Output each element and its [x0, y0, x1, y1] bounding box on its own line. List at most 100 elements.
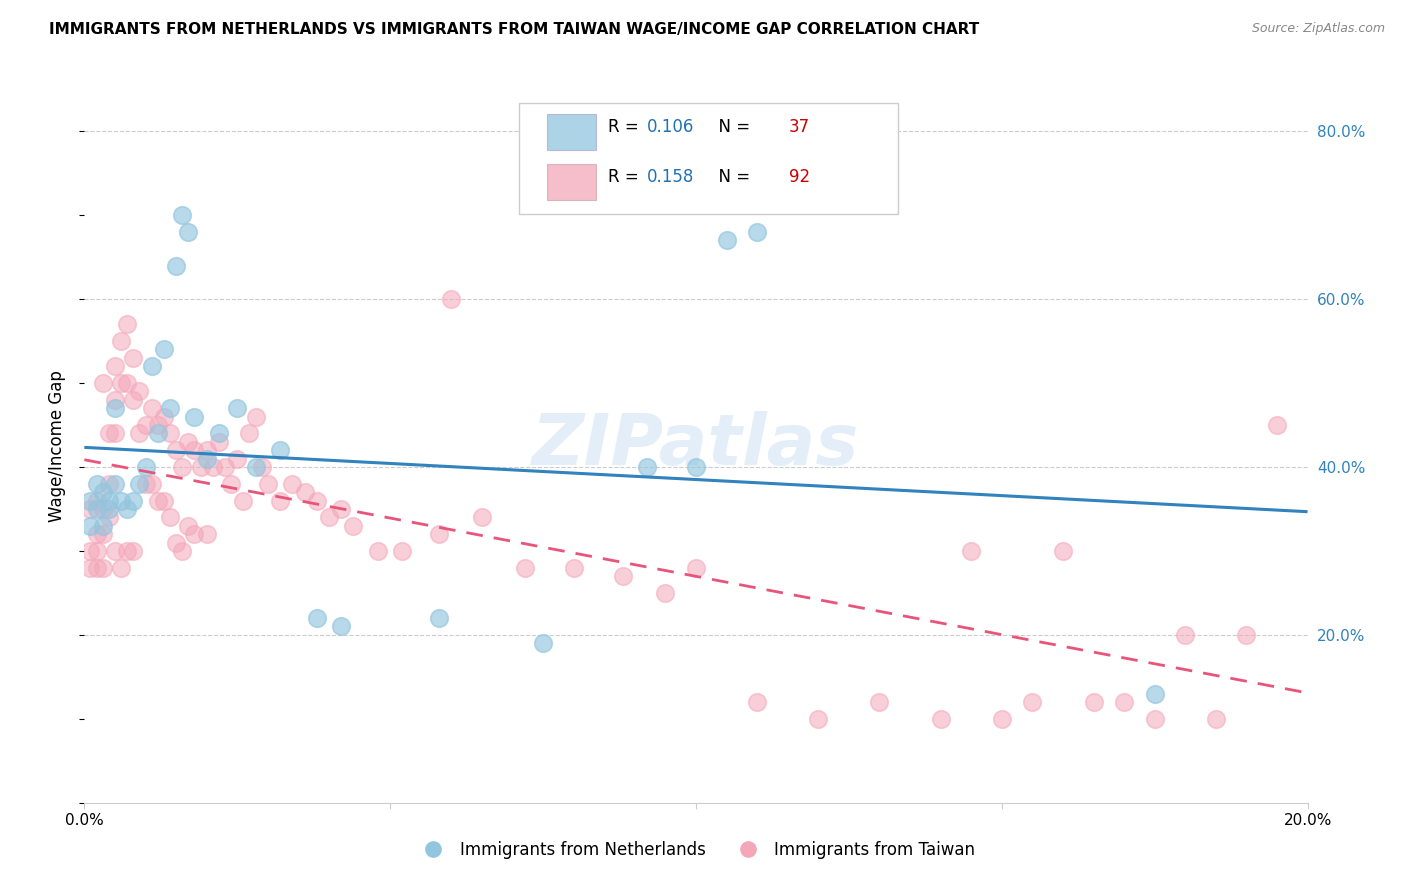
Point	[226, 401, 249, 416]
Point	[104, 359, 127, 374]
Text: IMMIGRANTS FROM NETHERLANDS VS IMMIGRANTS FROM TAIWAN WAGE/INCOME GAP CORRELATIO: IMMIGRANTS FROM NETHERLANDS VS IMMIGRANT…	[49, 22, 980, 37]
Point	[91, 376, 114, 390]
Point	[294, 485, 316, 500]
Point	[190, 460, 212, 475]
Point	[159, 426, 181, 441]
Point	[440, 292, 463, 306]
Point	[79, 502, 101, 516]
Point	[562, 560, 585, 574]
Point	[612, 569, 634, 583]
Point	[226, 451, 249, 466]
Point	[172, 208, 194, 222]
Point	[146, 426, 169, 441]
Point	[747, 225, 769, 239]
Point	[97, 510, 120, 524]
Point	[141, 401, 163, 416]
Legend: Immigrants from Netherlands, Immigrants from Taiwan: Immigrants from Netherlands, Immigrants …	[411, 835, 981, 866]
Point	[195, 451, 218, 466]
Point	[86, 544, 108, 558]
Point	[159, 510, 181, 524]
Point	[91, 485, 114, 500]
Point	[91, 502, 114, 516]
Point	[685, 460, 707, 475]
Point	[110, 376, 132, 390]
Point	[201, 460, 224, 475]
Y-axis label: Wage/Income Gap: Wage/Income Gap	[48, 370, 66, 522]
Point	[165, 535, 187, 549]
Point	[86, 527, 108, 541]
Point	[747, 695, 769, 709]
Point	[153, 493, 176, 508]
Point	[97, 502, 120, 516]
Point	[183, 527, 205, 541]
Point	[79, 493, 101, 508]
Point	[654, 586, 676, 600]
Point	[636, 460, 658, 475]
Point	[79, 518, 101, 533]
Point	[232, 493, 254, 508]
Text: 0.106: 0.106	[647, 118, 695, 136]
Point	[305, 611, 328, 625]
Point	[122, 392, 145, 407]
Point	[135, 476, 157, 491]
Point	[110, 334, 132, 348]
Point	[960, 544, 983, 558]
Point	[269, 493, 291, 508]
Point	[104, 392, 127, 407]
Point	[177, 225, 200, 239]
Point	[146, 417, 169, 432]
Point	[110, 560, 132, 574]
Point	[86, 502, 108, 516]
Point	[250, 460, 273, 475]
Point	[104, 426, 127, 441]
Point	[128, 384, 150, 399]
Point	[281, 476, 304, 491]
Point	[183, 443, 205, 458]
Point	[305, 493, 328, 508]
Point	[177, 518, 200, 533]
Point	[318, 510, 340, 524]
Point	[330, 502, 353, 516]
Point	[1143, 687, 1166, 701]
Point	[141, 476, 163, 491]
Point	[86, 493, 108, 508]
Point	[208, 426, 231, 441]
Point	[153, 409, 176, 424]
Text: Source: ZipAtlas.com: Source: ZipAtlas.com	[1251, 22, 1385, 36]
Point	[427, 527, 450, 541]
Point	[245, 460, 267, 475]
Point	[79, 544, 101, 558]
Point	[141, 359, 163, 374]
Point	[257, 476, 280, 491]
Point	[104, 476, 127, 491]
Point	[531, 636, 554, 650]
FancyBboxPatch shape	[519, 103, 898, 214]
Point	[1236, 628, 1258, 642]
Point	[104, 401, 127, 416]
Point	[219, 476, 242, 491]
Point	[104, 544, 127, 558]
Point	[427, 611, 450, 625]
Point	[807, 712, 830, 726]
Text: N =: N =	[709, 168, 755, 186]
Point	[177, 434, 200, 449]
Point	[183, 409, 205, 424]
Point	[115, 376, 138, 390]
Point	[172, 544, 194, 558]
Point	[128, 476, 150, 491]
Point	[195, 527, 218, 541]
Point	[214, 460, 236, 475]
Point	[135, 460, 157, 475]
Point	[122, 493, 145, 508]
Point	[97, 476, 120, 491]
Point	[135, 417, 157, 432]
Point	[269, 443, 291, 458]
Point	[122, 544, 145, 558]
Point	[97, 426, 120, 441]
Text: 37: 37	[789, 118, 810, 136]
Point	[86, 560, 108, 574]
Bar	[547, 114, 596, 150]
Point	[716, 233, 738, 247]
Point	[238, 426, 260, 441]
Point	[367, 544, 389, 558]
